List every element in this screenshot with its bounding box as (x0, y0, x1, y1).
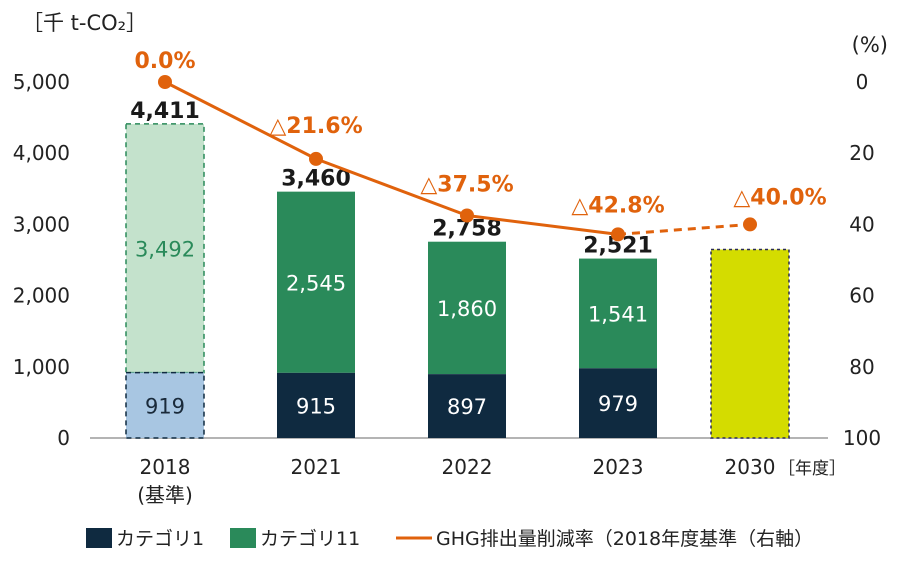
bar-cat1 (125, 371, 205, 439)
bar-cat11-label: 1,860 (437, 297, 497, 321)
bar-cat11-label: 1,541 (588, 302, 648, 326)
y2-tick-label: 20 (849, 141, 874, 165)
reduction-label: △40.0% (733, 185, 826, 210)
x-tick-label: 2018 (140, 455, 191, 479)
y2-tick-label: 60 (849, 284, 874, 308)
x-tick-sublabel: (基準) (137, 483, 193, 507)
reduction-line-segment (315, 157, 468, 217)
reduction-point (743, 217, 757, 232)
reduction-label: △37.5% (420, 173, 513, 198)
x-tick-label: 2023 (593, 455, 644, 479)
bar-cat11 (428, 241, 506, 375)
bar-cat1-label: 897 (447, 395, 487, 419)
bars: 9193,4924,4119152,5453,4608971,8602,7589… (125, 99, 790, 439)
reduction-point (309, 151, 323, 166)
y2-axis: 0 20 40 60 80 100 (843, 70, 881, 450)
x-tick-label: 2030 (725, 455, 776, 479)
reduction-point (611, 227, 625, 242)
legend: カテゴリ1 カテゴリ11 GHG排出量削減率（2018年度基準（右軸） (86, 528, 813, 550)
y2-axis-unit-label: (%) (852, 33, 888, 57)
bar-cat1 (428, 374, 506, 438)
legend-label-line: GHG排出量削減率（2018年度基準（右軸） (436, 528, 813, 550)
x-tick-label: 2022 (442, 455, 493, 479)
bar-total-label: 4,411 (130, 99, 200, 124)
y2-tick-label: 80 (849, 355, 874, 379)
y2-tick-label: 100 (843, 426, 881, 450)
bar-cat1 (579, 368, 657, 438)
y-axis: 5,000 4,000 3,000 2,000 1,000 0 (13, 70, 70, 450)
reduction-line-segment (164, 80, 317, 161)
bar-cat1-label: 979 (598, 392, 638, 416)
reduction-line-series: 0.0% △21.6% △37.5% △42.8% △40.0% (134, 49, 827, 242)
reduction-point (158, 75, 172, 89)
legend-swatch-cat1 (86, 528, 112, 548)
bar-cat11 (277, 191, 355, 373)
y-tick-label: 2,000 (13, 284, 70, 308)
x-axis-year-unit: ［年度］ (778, 459, 846, 479)
y2-tick-label: 40 (849, 212, 874, 236)
reduction-label: △42.8% (571, 193, 664, 218)
reduction-line-segment (466, 214, 619, 236)
y2-tick-label: 0 (856, 70, 869, 94)
x-tick-label: 2021 (291, 455, 342, 479)
y-tick-label: 5,000 (13, 70, 70, 94)
bar-cat1-label: 915 (296, 394, 336, 418)
bar-cat11-label: 2,545 (286, 271, 346, 295)
reduction-point (460, 208, 474, 223)
y-tick-label: 1,000 (13, 355, 70, 379)
bar-cat11 (125, 123, 205, 374)
y-tick-label: 0 (57, 426, 70, 450)
legend-label-cat1: カテゴリ1 (116, 528, 204, 550)
bar-cat1-label: 919 (145, 394, 185, 418)
y-tick-label: 4,000 (13, 141, 70, 165)
reduction-label: 0.0% (134, 49, 195, 74)
reduction-label: △21.6% (269, 114, 362, 139)
reduction-line-segment (617, 222, 751, 236)
y-tick-label: 3,000 (13, 212, 70, 236)
legend-swatch-cat11 (230, 528, 256, 548)
bar-cat1 (277, 372, 355, 438)
y-axis-unit-label: ［千 t-CO₂］ (22, 11, 147, 35)
bar-cat11-label: 3,492 (135, 237, 195, 261)
bar-total-label: 3,460 (281, 167, 351, 192)
bar-2030-target (710, 248, 790, 439)
x-axis: 2018 (基準) 2021 2022 2023 2030 (137, 455, 775, 507)
legend-label-cat11: カテゴリ11 (260, 528, 360, 550)
bar-cat11 (579, 258, 657, 369)
